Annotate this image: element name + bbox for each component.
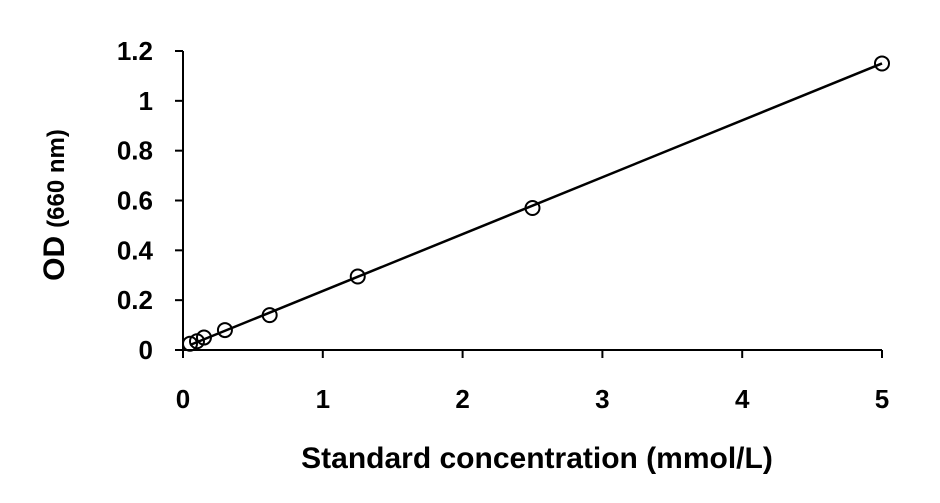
x-tick-label: 2 bbox=[455, 384, 469, 414]
y-tick-label: 0.2 bbox=[117, 285, 153, 315]
y-axis-title-main: OD bbox=[38, 236, 71, 281]
y-tick-label: 0.6 bbox=[117, 186, 153, 216]
x-tick-label: 5 bbox=[875, 384, 889, 414]
x-tick-label: 4 bbox=[735, 384, 750, 414]
y-tick-label: 1.2 bbox=[117, 36, 153, 66]
y-axis-title-unit: (660 nm) bbox=[43, 129, 70, 228]
x-tick-label: 3 bbox=[595, 384, 609, 414]
y-axis-title: OD (660 nm) bbox=[38, 129, 71, 281]
data-point bbox=[349, 268, 366, 285]
data-point bbox=[181, 335, 198, 352]
data-point bbox=[216, 322, 233, 339]
data-point bbox=[195, 329, 212, 346]
y-tick-label: 0.4 bbox=[117, 235, 154, 265]
trendline-line bbox=[189, 62, 883, 347]
y-tick-label: 1 bbox=[139, 86, 153, 116]
ticks: 0 0.2 0.4 0.6 0.8 1 1.2 0 1 2 3 4 5 bbox=[117, 36, 889, 414]
x-tick-label: 0 bbox=[176, 384, 190, 414]
trendline bbox=[189, 62, 883, 347]
data-point bbox=[524, 199, 541, 216]
y-tick-label: 0.8 bbox=[117, 136, 153, 166]
data-points bbox=[181, 55, 890, 352]
data-point bbox=[261, 307, 278, 324]
x-axis-title: Standard concentration (mmol/L) bbox=[301, 442, 773, 475]
y-tick-label: 0 bbox=[139, 335, 153, 365]
x-tick-label: 1 bbox=[316, 384, 330, 414]
data-point bbox=[874, 55, 890, 72]
